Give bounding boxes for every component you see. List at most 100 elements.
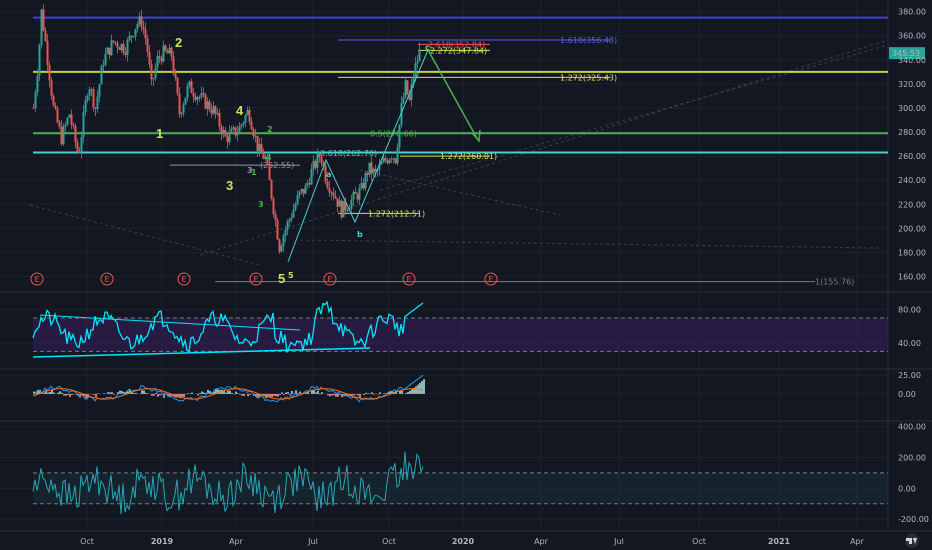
candle-body [312,161,315,169]
candle-body [400,103,403,125]
candle-body [140,16,143,27]
macd-histogram-bar [363,393,365,396]
candle-body [178,93,181,114]
candle-body [356,193,359,200]
macd-histogram-bar [201,391,203,394]
time-axis-label: Apr [534,537,549,546]
macd-histogram-bar [401,390,403,394]
earnings-label: E [104,275,109,284]
macd-histogram-bar [61,392,63,394]
rsi-panel[interactable] [32,300,888,358]
candle-body [338,200,341,207]
macd-histogram-bar [331,393,333,396]
candle-body [174,73,177,78]
candle-body [410,83,413,100]
candle-body [198,97,201,99]
candle-body [40,9,43,46]
macd-histogram-bar [163,393,165,398]
candle-body [254,135,257,137]
candle-body [308,183,311,185]
wave-label: a [326,170,331,179]
macd-histogram-bar [357,393,359,396]
candle-body [56,108,59,123]
macd-histogram-bar [383,393,385,394]
candle-body [226,136,229,142]
price-panel[interactable]: 1.618(356.48) 2.618(352.84)2.272(347.84) 1… [29,4,925,287]
candle-body [372,168,375,174]
candle-body [386,160,389,164]
macd-histogram-bar [181,393,183,397]
earnings-marker [323,272,337,286]
macd-histogram-bar [45,390,47,394]
candle-body [298,191,301,196]
candle-body [150,64,153,80]
macd-histogram-bar [399,390,401,394]
macd-histogram-bar [205,393,207,394]
rsi-line [32,300,424,353]
macd-histogram-bar [151,393,153,396]
macd-histogram-bar [337,393,339,397]
candle-body [72,124,75,127]
value-axis-label: 320.00 [898,80,926,89]
candle-body [272,198,275,215]
macd-histogram-bar [135,392,137,394]
candle-body [64,124,67,127]
macd-histogram-bar [335,393,337,397]
macd-histogram-bar [423,379,425,394]
candle-body [160,58,163,62]
macd-histogram-bar [83,393,85,397]
candle-body [52,95,55,106]
macd-histogram-bar [203,392,205,394]
macd-histogram-bar [209,391,211,394]
candle-body [122,43,125,53]
candle-body [240,124,243,127]
candle-body [134,28,137,37]
candle-body [118,47,121,50]
candle-body [34,92,37,109]
macd-histogram-bar [171,393,173,396]
macd-histogram-bar [103,393,105,394]
cci-panel[interactable] [32,451,888,515]
macd-histogram-bar [279,393,281,396]
macd-histogram-bar [341,393,343,398]
candle-body [320,156,323,163]
macd-histogram-bar [345,393,347,396]
candle-body [322,162,325,166]
macd-panel[interactable] [32,374,425,403]
candle-body [416,61,419,64]
wave-line [287,49,429,263]
value-axis-label: 80.00 [898,306,921,315]
wave-label: 3 [258,200,264,209]
candle-body [296,195,299,205]
candle-body [156,56,159,68]
candle-body [396,147,399,164]
macd-histogram-bar [127,391,129,394]
macd-histogram-bar [315,392,317,394]
candle-body [172,56,175,74]
macd-histogram-bar [371,392,373,394]
arrow-head [471,129,481,143]
candle-body [132,36,135,38]
candle-body [326,181,329,188]
earnings-marker [402,272,416,286]
candle-body [146,38,149,52]
candle-body [182,104,185,113]
time-axis-label: 2020 [452,537,475,546]
earnings-marker [177,272,191,286]
macd-histogram-bar [367,393,369,394]
macd-histogram-bar [71,393,73,395]
macd-histogram-bar [249,393,251,395]
candle-body [228,131,231,142]
candle-body [364,173,367,189]
earnings-marker [249,272,263,286]
fib-level-label: 2.272(347.84) [430,46,487,55]
time-axis-label: Oct [80,537,94,546]
macd-histogram-bar [419,382,421,394]
macd-histogram-bar [167,393,169,397]
candle-body [362,183,365,189]
macd-histogram-bar [37,390,39,394]
candle-body [394,158,397,164]
rsi-trend-line [39,314,301,331]
candle-body [194,96,197,100]
